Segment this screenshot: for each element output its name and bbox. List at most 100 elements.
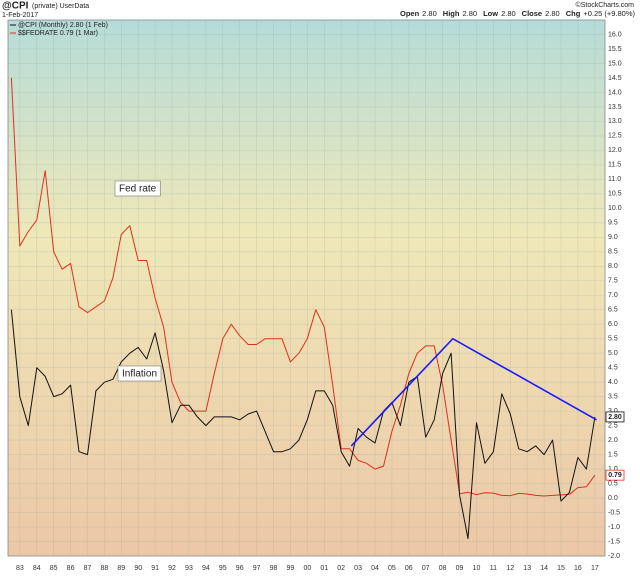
credit: ©StockCharts.com — [576, 1, 635, 9]
x-tick-label: 11 — [490, 565, 497, 572]
x-tick-label: 00 — [303, 565, 311, 572]
y-tick-label: 5.5 — [608, 336, 618, 343]
quote-label: Close — [522, 9, 542, 18]
x-tick-label: 12 — [506, 565, 514, 572]
date: 1-Feb-2017 — [2, 12, 38, 19]
y-tick-label: 8.0 — [608, 263, 618, 270]
x-tick-label: 95 — [219, 565, 227, 572]
y-tick-label: 15.5 — [608, 46, 622, 53]
x-tick-label: 05 — [388, 565, 396, 572]
x-tick-label: 09 — [456, 565, 464, 572]
x-tick-label: 94 — [202, 565, 210, 572]
quote-value: +0.25 (+9.80%) — [583, 9, 635, 18]
x-tick-label: 86 — [67, 565, 75, 572]
y-tick-label: -2.0 — [608, 553, 620, 560]
series-line — [10, 77, 596, 497]
y-tick-label: 1.0 — [608, 466, 618, 473]
y-tick-label: 10.5 — [608, 191, 622, 198]
x-tick-label: 02 — [337, 565, 345, 572]
x-tick-label: 14 — [540, 565, 548, 572]
y-tick-label: 2.0 — [608, 437, 618, 444]
y-tick-label: 11.0 — [608, 176, 621, 183]
last-value-label: 0.79 — [608, 472, 622, 479]
last-value-label: 2.80 — [608, 414, 622, 421]
series-line — [10, 309, 596, 540]
annotation-text: Fed rate — [119, 184, 157, 195]
y-tick-label: 1.5 — [608, 451, 618, 458]
y-tick-label: 3.5 — [608, 393, 618, 400]
quote-label: Chg — [566, 9, 581, 18]
y-tick-label: 14.0 — [608, 89, 622, 96]
y-tick-label: 12.0 — [608, 147, 622, 154]
x-tick-label: 84 — [33, 565, 41, 572]
legend-label: @CPI (Monthly) 2.80 (1 Feb) — [18, 22, 108, 29]
x-tick-label: 16 — [574, 565, 582, 572]
x-tick-label: 06 — [405, 565, 413, 572]
x-tick-label: 99 — [287, 565, 295, 572]
x-tick-label: 10 — [473, 565, 481, 572]
y-tick-label: -1.5 — [608, 538, 620, 545]
legend-label: $$FEDRATE 0.79 (1 Mar) — [18, 30, 98, 37]
y-tick-label: 5.0 — [608, 350, 618, 357]
quote-label: Low — [483, 9, 498, 18]
y-tick-label: 4.5 — [608, 365, 618, 372]
y-tick-label: -1.0 — [608, 524, 620, 531]
x-tick-label: 04 — [371, 565, 379, 572]
last-value-badge — [605, 411, 625, 423]
plot-area — [7, 19, 606, 557]
trend-line — [350, 337, 597, 447]
x-tick-label: 87 — [84, 565, 92, 572]
x-tick-label: 93 — [185, 565, 193, 572]
y-tick-label: 6.5 — [608, 307, 618, 314]
x-tick-label: 97 — [253, 565, 261, 572]
x-tick-label: 89 — [117, 565, 125, 572]
y-tick-label: 15.0 — [608, 60, 622, 67]
y-tick-label: 0.0 — [608, 495, 618, 502]
y-tick-label: 13.5 — [608, 104, 622, 111]
quote-value: 2.80 — [501, 9, 516, 18]
quote-value: 2.80 — [462, 9, 477, 18]
y-tick-label: 2.5 — [608, 422, 618, 429]
annotation-box — [117, 365, 162, 382]
last-value-badge — [605, 469, 625, 481]
y-tick-label: 7.0 — [608, 292, 618, 299]
x-tick-label: 85 — [50, 565, 58, 572]
quote-value: 2.80 — [545, 9, 560, 18]
y-tick-label: 8.5 — [608, 249, 618, 256]
x-tick-label: 83 — [16, 565, 24, 572]
x-tick-label: 17 — [591, 565, 599, 572]
y-tick-label: 7.5 — [608, 278, 618, 285]
annotation-box — [114, 180, 161, 197]
annotation-text: Inflation — [122, 369, 157, 380]
subtitle: (private) UserData — [32, 3, 89, 10]
x-tick-label: 01 — [320, 565, 328, 572]
quote-label: High — [443, 9, 460, 18]
y-tick-label: 4.0 — [608, 379, 618, 386]
y-tick-label: 16.0 — [608, 31, 622, 38]
x-tick-label: 08 — [439, 565, 447, 572]
y-tick-label: 0.5 — [608, 480, 618, 487]
y-tick-label: 9.0 — [608, 234, 618, 241]
x-tick-label: 15 — [557, 565, 565, 572]
y-tick-label: 10.0 — [608, 205, 622, 212]
x-tick-label: 13 — [523, 565, 531, 572]
y-tick-label: 6.0 — [608, 321, 618, 328]
quote-label: Open — [400, 9, 420, 18]
x-tick-label: 92 — [168, 565, 176, 572]
x-tick-label: 90 — [134, 565, 142, 572]
x-tick-label: 07 — [422, 565, 430, 572]
y-tick-label: 14.5 — [608, 75, 622, 82]
x-tick-label: 98 — [270, 565, 278, 572]
x-tick-label: 96 — [236, 565, 244, 572]
y-tick-label: 12.5 — [608, 133, 622, 140]
x-tick-label: 91 — [151, 565, 159, 572]
y-tick-label: 3.0 — [608, 408, 618, 415]
x-tick-label: 03 — [354, 565, 362, 572]
chart-title: @CPI — [2, 1, 29, 12]
y-tick-label: 13.0 — [608, 118, 622, 125]
y-tick-label: -0.5 — [608, 509, 620, 516]
y-tick-label: 11.5 — [608, 162, 621, 169]
x-tick-label: 88 — [101, 565, 109, 572]
quote-value: 2.80 — [422, 9, 437, 18]
